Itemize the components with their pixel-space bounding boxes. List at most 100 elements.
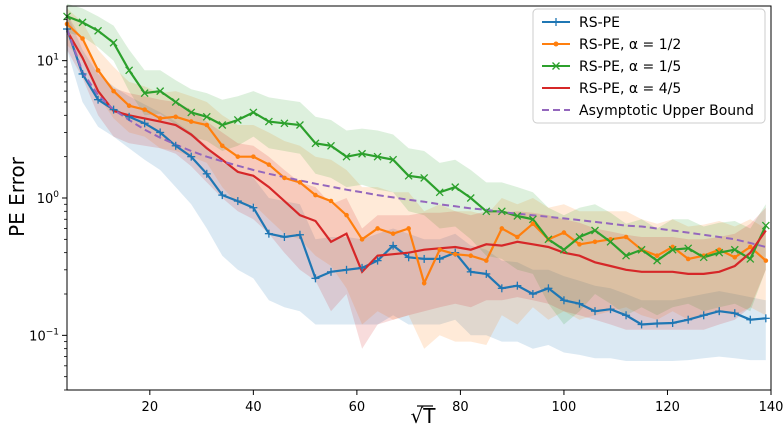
data-point bbox=[435, 188, 444, 197]
series-line-1 bbox=[66, 23, 767, 287]
y-axis-label: PE Error bbox=[5, 156, 29, 237]
data-point bbox=[218, 121, 227, 129]
data-point bbox=[637, 245, 646, 254]
data-point bbox=[204, 122, 210, 128]
data-point bbox=[591, 307, 599, 316]
data-point bbox=[622, 311, 631, 320]
data-point bbox=[528, 290, 537, 298]
data-point bbox=[715, 248, 724, 257]
data-point bbox=[344, 212, 349, 218]
data-point bbox=[668, 318, 677, 327]
data-point bbox=[235, 154, 241, 159]
data-point bbox=[421, 280, 427, 286]
data-point bbox=[313, 192, 318, 198]
x-tick-label: 80 bbox=[452, 400, 469, 415]
data-point bbox=[466, 194, 475, 202]
data-point bbox=[653, 256, 662, 265]
data-point bbox=[530, 221, 536, 226]
data-point bbox=[173, 114, 179, 120]
legend-label: Asymptotic Upper Bound bbox=[579, 103, 754, 119]
x-tick-label: 140 bbox=[759, 400, 784, 415]
data-point bbox=[404, 171, 413, 180]
data-point bbox=[406, 226, 411, 231]
data-point bbox=[730, 245, 739, 254]
data-point bbox=[389, 241, 398, 250]
data-point bbox=[78, 18, 87, 27]
data-point bbox=[606, 305, 615, 314]
confidence-band-3 bbox=[67, 13, 766, 349]
data-point bbox=[730, 309, 739, 318]
data-point bbox=[280, 119, 289, 128]
data-point bbox=[499, 226, 505, 231]
x-axis: 20 40 60 80 100 120 140 bbox=[142, 390, 784, 415]
data-point bbox=[497, 284, 506, 293]
data-point bbox=[699, 253, 708, 262]
data-point bbox=[109, 38, 118, 47]
legend-item: RS-PE, α = 4/5 bbox=[542, 81, 681, 97]
legend-item: Asymptotic Upper Bound bbox=[542, 103, 754, 119]
data-point bbox=[637, 320, 646, 329]
y-tick-label: 10−1 bbox=[29, 327, 59, 344]
bands-layer bbox=[67, 3, 766, 361]
data-point bbox=[80, 36, 85, 41]
legend: RS-PE RS-PE, α = 1/2 RS-PE, α = 1/5 RS-PE, … bbox=[532, 8, 766, 124]
data-point bbox=[342, 265, 351, 274]
confidence-band-2 bbox=[67, 3, 766, 325]
legend-item: RS-PE, α = 1/2 bbox=[542, 37, 681, 53]
data-point bbox=[358, 263, 367, 272]
data-point bbox=[482, 207, 491, 216]
data-point bbox=[420, 173, 429, 182]
data-point bbox=[375, 226, 380, 231]
data-point bbox=[125, 112, 134, 121]
data-point bbox=[233, 116, 242, 124]
data-point bbox=[684, 315, 693, 324]
data-point bbox=[126, 103, 132, 108]
data-point bbox=[483, 258, 489, 263]
data-point bbox=[264, 229, 273, 238]
data-point bbox=[187, 152, 196, 161]
data-point bbox=[623, 234, 629, 240]
data-point bbox=[699, 311, 708, 320]
data-point bbox=[251, 154, 256, 159]
data-point bbox=[747, 244, 753, 250]
data-point bbox=[746, 254, 755, 263]
legend-label: RS-PE bbox=[579, 15, 620, 31]
data-point bbox=[685, 256, 691, 262]
data-point bbox=[249, 108, 258, 117]
data-point bbox=[94, 26, 103, 35]
legend-label: RS-PE, α = 4/5 bbox=[579, 81, 681, 97]
markers-layer bbox=[63, 12, 770, 329]
data-point bbox=[218, 191, 227, 200]
x-tick-label: 40 bbox=[245, 400, 262, 415]
data-point bbox=[451, 183, 460, 192]
data-point bbox=[622, 251, 631, 260]
lines-layer bbox=[65, 15, 767, 326]
data-point bbox=[389, 155, 398, 164]
legend-item: RS-PE, α = 1/5 bbox=[542, 59, 681, 75]
data-point bbox=[295, 121, 304, 129]
data-point bbox=[297, 180, 303, 185]
data-point bbox=[653, 319, 662, 328]
data-point bbox=[311, 274, 320, 283]
data-point bbox=[544, 235, 553, 244]
data-point bbox=[328, 198, 334, 204]
legend-item: RS-PE bbox=[542, 15, 620, 31]
data-point bbox=[359, 237, 365, 242]
data-point bbox=[140, 89, 149, 98]
data-point bbox=[761, 314, 770, 323]
series-line-3 bbox=[66, 30, 767, 275]
data-point bbox=[746, 315, 755, 324]
confidence-band-1 bbox=[67, 8, 766, 349]
data-point bbox=[358, 149, 367, 158]
data-point bbox=[109, 105, 118, 114]
data-point bbox=[668, 245, 677, 254]
data-point bbox=[140, 119, 149, 128]
data-point bbox=[435, 254, 444, 263]
data-point bbox=[761, 221, 770, 230]
confidence-band-0 bbox=[67, 13, 766, 361]
data-point bbox=[111, 88, 116, 94]
data-point bbox=[266, 162, 272, 167]
data-point bbox=[342, 152, 351, 161]
data-point bbox=[513, 212, 522, 220]
